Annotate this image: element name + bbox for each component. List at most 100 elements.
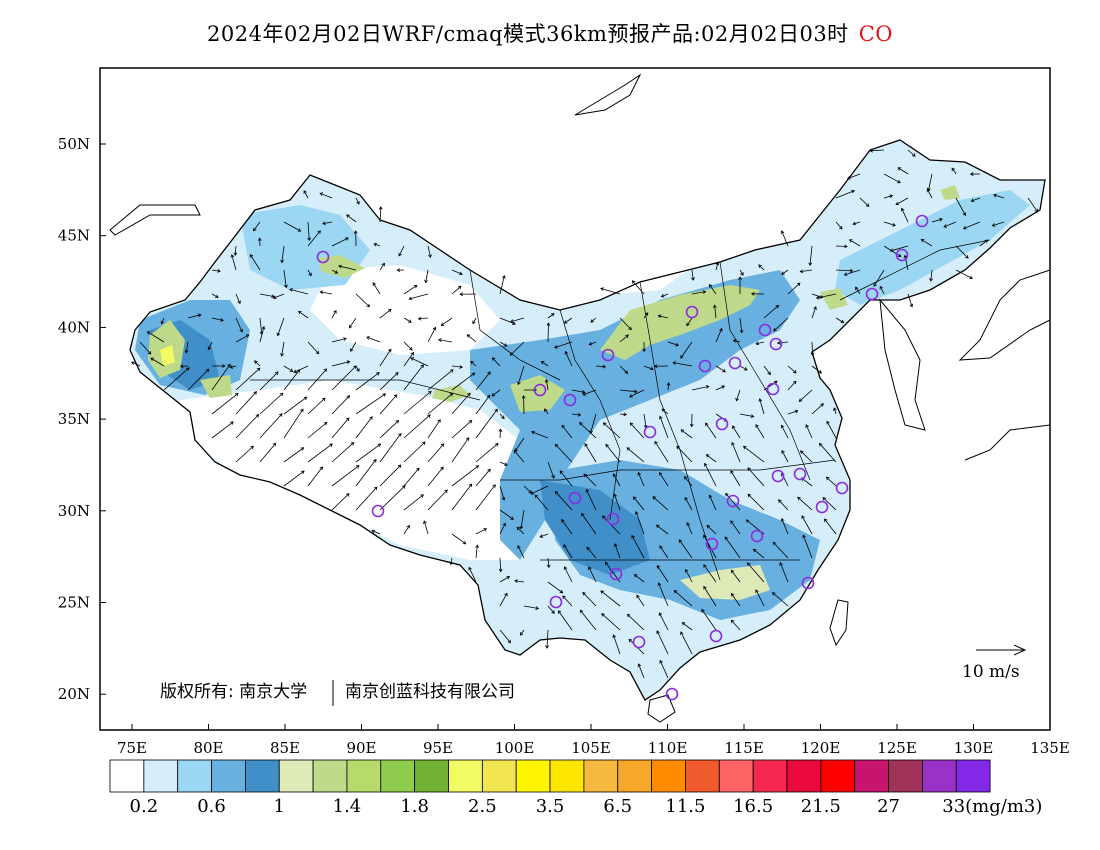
wind-arrow [475, 468, 491, 487]
wind-arrow [379, 433, 402, 463]
wind-arrow [451, 465, 479, 487]
wind-arrowhead [892, 222, 896, 227]
city-marker [750, 529, 764, 543]
wind-arrowhead [797, 496, 801, 501]
wind-arrowhead [377, 443, 382, 447]
wind-arrowhead [613, 493, 617, 498]
wind-arrowhead [895, 201, 900, 206]
wind-arrow [281, 245, 285, 263]
wind-arrow [475, 409, 498, 439]
wind-arrowhead [943, 224, 948, 228]
wind-arrow [211, 293, 219, 298]
wind-arrowhead [951, 167, 955, 172]
wind-arrow [691, 385, 709, 391]
wind-arrow [715, 365, 726, 373]
wind-arrow [259, 326, 265, 343]
lake-outline [109, 204, 201, 236]
wind-arrowhead [373, 458, 377, 463]
city-marker [533, 383, 547, 397]
wind-arrowhead [275, 371, 279, 375]
legend-swatch [752, 759, 788, 793]
wind-arrowhead [459, 292, 463, 297]
wind-arrow [758, 264, 765, 271]
wind-arrow [583, 389, 597, 396]
wind-arrowhead [279, 413, 283, 417]
wind-arrowhead [284, 284, 288, 289]
wind-arrowhead [353, 230, 358, 234]
wind-arrowhead [472, 320, 476, 325]
wind-arrow [659, 545, 669, 559]
wind-arrowhead [423, 520, 427, 525]
wind-arrow [427, 245, 431, 258]
wind-arrow [706, 525, 717, 535]
wind-arrowhead [715, 261, 720, 266]
wind-arrowhead [491, 393, 496, 397]
wind-arrowhead [179, 364, 184, 369]
wind-arrow [208, 341, 213, 350]
wind-arrowhead [371, 529, 376, 534]
wind-arrowhead [659, 472, 663, 476]
wind-arrow [235, 391, 257, 415]
legend-label: 0.2 [130, 796, 159, 817]
wind-arrowhead [900, 207, 905, 212]
wind-arrowhead [779, 561, 783, 566]
wind-arrow [564, 317, 573, 324]
wind-arrowhead [722, 368, 726, 373]
wind-arrow [547, 557, 550, 568]
wind-arrowhead [323, 421, 328, 426]
lat-tick-label: 50N [58, 135, 90, 153]
wind-arrow [277, 317, 285, 336]
province-boundaries [250, 239, 991, 581]
wind-arrowhead [257, 237, 262, 241]
wind-arrowhead [512, 321, 516, 325]
legend-swatch [922, 759, 957, 793]
wind-arrowhead [781, 450, 785, 454]
wind-arrow [709, 284, 717, 295]
wind-arrow [492, 357, 501, 367]
wind-arrow [403, 364, 424, 391]
wind-arrow [600, 590, 621, 607]
wind-arrowhead [678, 539, 683, 543]
wind-arrow [307, 397, 326, 415]
wind-arrow [558, 610, 573, 631]
wind-arrow [307, 368, 327, 391]
wind-arrowhead [272, 442, 277, 447]
wind-arrowhead [689, 423, 694, 428]
wind-arrowhead [583, 473, 588, 478]
wind-arrow [561, 519, 573, 535]
wind-arrowhead [691, 277, 695, 281]
wind-arrowhead [751, 291, 755, 296]
wind-arrow [873, 269, 885, 287]
wind-arrowhead [444, 489, 448, 494]
wind-arrow [658, 582, 669, 607]
color-legend: 0.2 0.6 1 1.4 1.8 2.5 3.5 6.5 11.5 16.5 21.5 27 33(m… [109, 759, 1042, 817]
city-marker [793, 467, 807, 481]
wind-arrow [427, 419, 441, 439]
wind-arrow [811, 403, 824, 415]
japan-south-outline [964, 424, 1051, 461]
lon-tick-label: 110E [648, 739, 688, 757]
wind-arrow [636, 595, 645, 607]
lat-tick-label: 45N [58, 227, 90, 245]
wind-arrowhead [758, 398, 763, 402]
wind-arrow [520, 629, 525, 636]
wind-arrow [930, 269, 933, 282]
wind-arrow [355, 365, 360, 372]
city-markers [316, 214, 929, 701]
wind-arrowhead [654, 440, 658, 445]
wind-arrow [499, 576, 510, 583]
wind-arrow [763, 365, 771, 375]
wind-arrowhead [544, 408, 548, 412]
wind-arrowhead [705, 422, 709, 427]
wind-arrowhead [755, 424, 759, 428]
wind-arrowhead [773, 380, 778, 385]
wind-arrow [686, 317, 693, 326]
wind-arrow [643, 312, 649, 319]
legend-swatch [718, 759, 754, 793]
wind-arrowhead [373, 242, 378, 247]
wind-arrow [499, 485, 505, 501]
wind-arrowhead [348, 324, 353, 329]
wind-arrow [564, 566, 573, 583]
wind-arrowhead [676, 445, 680, 450]
wind-arrowhead [256, 367, 261, 372]
